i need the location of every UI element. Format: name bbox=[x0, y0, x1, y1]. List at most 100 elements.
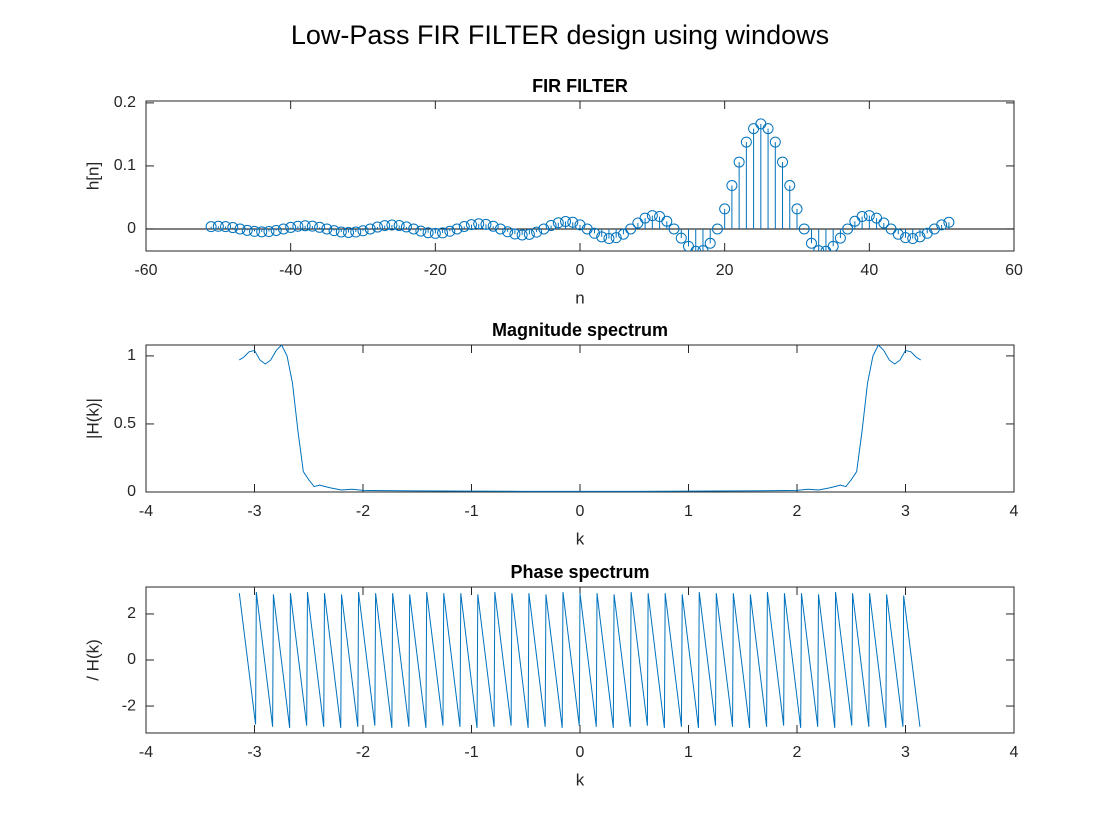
stem-marker bbox=[509, 228, 521, 240]
axes-title: Magnitude spectrum bbox=[492, 320, 668, 340]
stem-marker bbox=[588, 227, 600, 239]
stem-marker bbox=[791, 203, 803, 215]
stem-marker bbox=[842, 223, 854, 235]
stem-marker bbox=[603, 233, 615, 245]
stem-marker bbox=[400, 221, 412, 233]
x-tick-label: 0 bbox=[576, 262, 585, 279]
stem-marker bbox=[458, 220, 470, 232]
stem-marker bbox=[415, 225, 427, 237]
stem-marker bbox=[371, 221, 383, 233]
stem-marker bbox=[668, 223, 680, 235]
x-axis-label: n bbox=[575, 288, 584, 307]
x-tick-label: -3 bbox=[247, 503, 261, 520]
x-tick-label: 20 bbox=[716, 262, 734, 279]
stem-marker bbox=[408, 223, 420, 235]
stem-marker bbox=[466, 219, 477, 231]
stem-marker bbox=[205, 221, 217, 233]
stem-marker bbox=[292, 220, 304, 232]
stem-marker bbox=[343, 226, 355, 238]
stem-marker bbox=[480, 218, 492, 230]
x-tick-label: 40 bbox=[860, 262, 878, 279]
stem-marker bbox=[834, 232, 846, 244]
stem-marker bbox=[393, 219, 405, 231]
x-tick-label: -40 bbox=[279, 262, 302, 279]
stem-marker bbox=[321, 223, 333, 235]
x-axis-label: k bbox=[576, 770, 585, 789]
stem-marker bbox=[335, 226, 347, 238]
stem-marker bbox=[711, 223, 723, 235]
axes-title: FIR FILTER bbox=[532, 76, 628, 96]
x-tick-label: 0 bbox=[576, 744, 585, 761]
stem-marker bbox=[885, 223, 897, 235]
stem-marker bbox=[827, 240, 839, 251]
x-tick-label: 3 bbox=[901, 744, 910, 761]
stem-marker bbox=[733, 156, 745, 168]
y-axis-label: |H(k)| bbox=[83, 398, 102, 439]
stem-marker bbox=[784, 180, 796, 192]
x-tick-label: -4 bbox=[139, 503, 153, 520]
stem-marker bbox=[531, 226, 543, 238]
stem-marker bbox=[552, 217, 564, 229]
stem-marker bbox=[610, 232, 622, 244]
x-tick-label: -2 bbox=[356, 503, 370, 520]
stem-marker bbox=[769, 136, 781, 148]
stem-marker bbox=[241, 224, 253, 236]
stem-marker bbox=[227, 222, 239, 234]
stem-marker bbox=[740, 136, 752, 148]
stem-marker bbox=[444, 225, 456, 237]
stem-marker bbox=[762, 123, 774, 135]
x-axis-label: k bbox=[576, 529, 585, 548]
x-tick-label: 1 bbox=[684, 503, 693, 520]
stem-marker bbox=[820, 245, 832, 251]
stem-marker bbox=[299, 220, 311, 232]
stem-marker bbox=[277, 223, 289, 235]
stem-marker bbox=[328, 225, 340, 237]
stem-marker bbox=[726, 180, 738, 192]
stem-marker bbox=[422, 227, 434, 239]
line bbox=[239, 345, 921, 492]
y-tick-label: 2 bbox=[127, 605, 136, 622]
axes-title: Phase spectrum bbox=[510, 562, 649, 582]
stem-marker bbox=[494, 223, 506, 235]
plot-area bbox=[238, 592, 921, 728]
stem-marker bbox=[523, 228, 535, 240]
x-tick-label: -1 bbox=[464, 744, 478, 761]
stem-marker bbox=[878, 217, 890, 229]
plot-area bbox=[146, 118, 1014, 251]
stem-marker bbox=[936, 219, 948, 231]
stem-marker bbox=[719, 203, 731, 215]
stem-marker bbox=[639, 212, 651, 224]
x-tick-label: -4 bbox=[139, 744, 153, 761]
stem-marker bbox=[704, 237, 716, 249]
stem-marker bbox=[516, 229, 528, 241]
x-tick-label: -60 bbox=[134, 262, 157, 279]
stem-marker bbox=[560, 216, 572, 228]
stem-marker bbox=[350, 226, 362, 238]
stem-marker bbox=[234, 223, 246, 235]
stem-marker bbox=[386, 219, 398, 231]
stem-marker bbox=[907, 233, 919, 245]
stem-marker bbox=[596, 231, 608, 243]
stem-marker bbox=[270, 224, 282, 236]
stem-marker bbox=[805, 237, 817, 249]
x-tick-label: 1 bbox=[684, 744, 693, 761]
stem-marker bbox=[646, 210, 658, 222]
y-tick-label: 0 bbox=[127, 651, 136, 668]
x-tick-label: 4 bbox=[1010, 744, 1019, 761]
stem-marker bbox=[900, 232, 911, 244]
stem-marker bbox=[813, 245, 825, 251]
y-tick-label: 0.5 bbox=[114, 415, 136, 432]
stem-marker bbox=[502, 226, 514, 238]
stem-marker bbox=[451, 223, 463, 235]
stem-marker bbox=[617, 228, 629, 240]
y-tick-label: 0.2 bbox=[114, 94, 136, 111]
stem-marker bbox=[220, 221, 232, 233]
stem-marker bbox=[285, 221, 297, 233]
stem-marker bbox=[914, 231, 926, 243]
stem-marker bbox=[538, 223, 550, 235]
x-tick-label: 0 bbox=[576, 503, 585, 520]
stem-marker bbox=[856, 211, 868, 223]
y-tick-label: 1 bbox=[127, 347, 136, 364]
stem-marker bbox=[567, 216, 579, 228]
x-tick-label: -1 bbox=[464, 503, 478, 520]
